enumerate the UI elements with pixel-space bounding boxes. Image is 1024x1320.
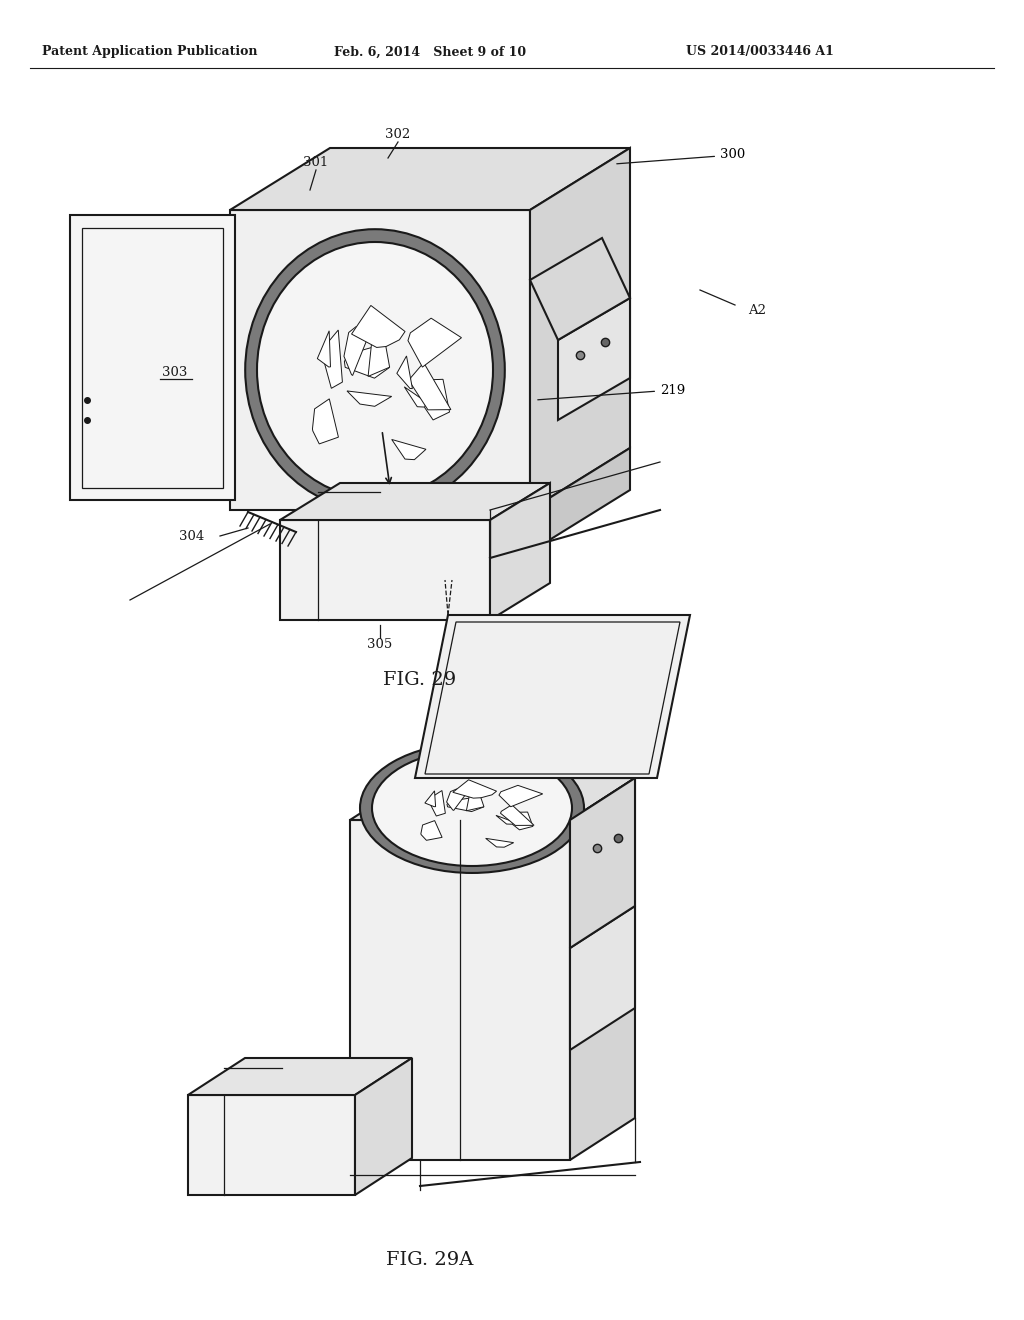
Polygon shape bbox=[404, 387, 432, 408]
Polygon shape bbox=[513, 812, 532, 830]
Polygon shape bbox=[397, 356, 413, 388]
Polygon shape bbox=[499, 785, 543, 807]
Polygon shape bbox=[408, 318, 462, 367]
Polygon shape bbox=[280, 483, 550, 520]
Polygon shape bbox=[446, 789, 467, 810]
Polygon shape bbox=[496, 816, 519, 824]
Ellipse shape bbox=[257, 242, 493, 498]
Polygon shape bbox=[350, 820, 570, 1160]
Polygon shape bbox=[188, 1059, 412, 1096]
Polygon shape bbox=[280, 520, 490, 620]
Text: 303: 303 bbox=[163, 366, 187, 379]
Text: 219: 219 bbox=[538, 384, 685, 400]
Ellipse shape bbox=[360, 743, 584, 873]
Ellipse shape bbox=[372, 750, 572, 866]
Polygon shape bbox=[490, 483, 550, 620]
Polygon shape bbox=[530, 447, 630, 552]
Polygon shape bbox=[350, 777, 635, 820]
Polygon shape bbox=[347, 391, 391, 407]
Polygon shape bbox=[70, 215, 234, 500]
Polygon shape bbox=[312, 399, 338, 444]
Text: 305: 305 bbox=[368, 639, 392, 652]
Polygon shape bbox=[415, 615, 690, 777]
Text: A2: A2 bbox=[748, 304, 766, 317]
Polygon shape bbox=[317, 331, 331, 367]
Polygon shape bbox=[425, 379, 450, 420]
Polygon shape bbox=[230, 210, 530, 510]
Polygon shape bbox=[344, 347, 389, 378]
Text: Patent Application Publication: Patent Application Publication bbox=[42, 45, 258, 58]
Polygon shape bbox=[530, 148, 630, 510]
Polygon shape bbox=[570, 777, 635, 948]
Polygon shape bbox=[425, 791, 435, 807]
Polygon shape bbox=[428, 791, 445, 816]
Text: FIG. 29A: FIG. 29A bbox=[386, 1251, 474, 1269]
Text: 302: 302 bbox=[385, 128, 411, 141]
Polygon shape bbox=[466, 789, 484, 810]
Text: US 2014/0033446 A1: US 2014/0033446 A1 bbox=[686, 45, 834, 58]
Text: Feb. 6, 2014   Sheet 9 of 10: Feb. 6, 2014 Sheet 9 of 10 bbox=[334, 45, 526, 58]
Polygon shape bbox=[351, 305, 406, 347]
Text: 301: 301 bbox=[303, 156, 329, 169]
Polygon shape bbox=[485, 838, 514, 847]
Polygon shape bbox=[392, 440, 426, 459]
Ellipse shape bbox=[245, 230, 505, 511]
Polygon shape bbox=[344, 326, 369, 375]
Polygon shape bbox=[501, 805, 535, 825]
Polygon shape bbox=[410, 363, 451, 409]
Text: 304: 304 bbox=[179, 529, 205, 543]
Polygon shape bbox=[230, 148, 630, 210]
Polygon shape bbox=[355, 1059, 412, 1195]
Polygon shape bbox=[570, 906, 635, 1049]
Polygon shape bbox=[447, 799, 483, 812]
Text: FIG. 29: FIG. 29 bbox=[383, 671, 457, 689]
Polygon shape bbox=[453, 780, 497, 799]
Text: 300: 300 bbox=[616, 149, 745, 164]
Polygon shape bbox=[421, 821, 442, 841]
Polygon shape bbox=[558, 298, 630, 420]
Polygon shape bbox=[188, 1096, 355, 1195]
Polygon shape bbox=[530, 238, 630, 341]
Polygon shape bbox=[368, 327, 389, 376]
Polygon shape bbox=[570, 777, 635, 1160]
Polygon shape bbox=[322, 330, 342, 388]
